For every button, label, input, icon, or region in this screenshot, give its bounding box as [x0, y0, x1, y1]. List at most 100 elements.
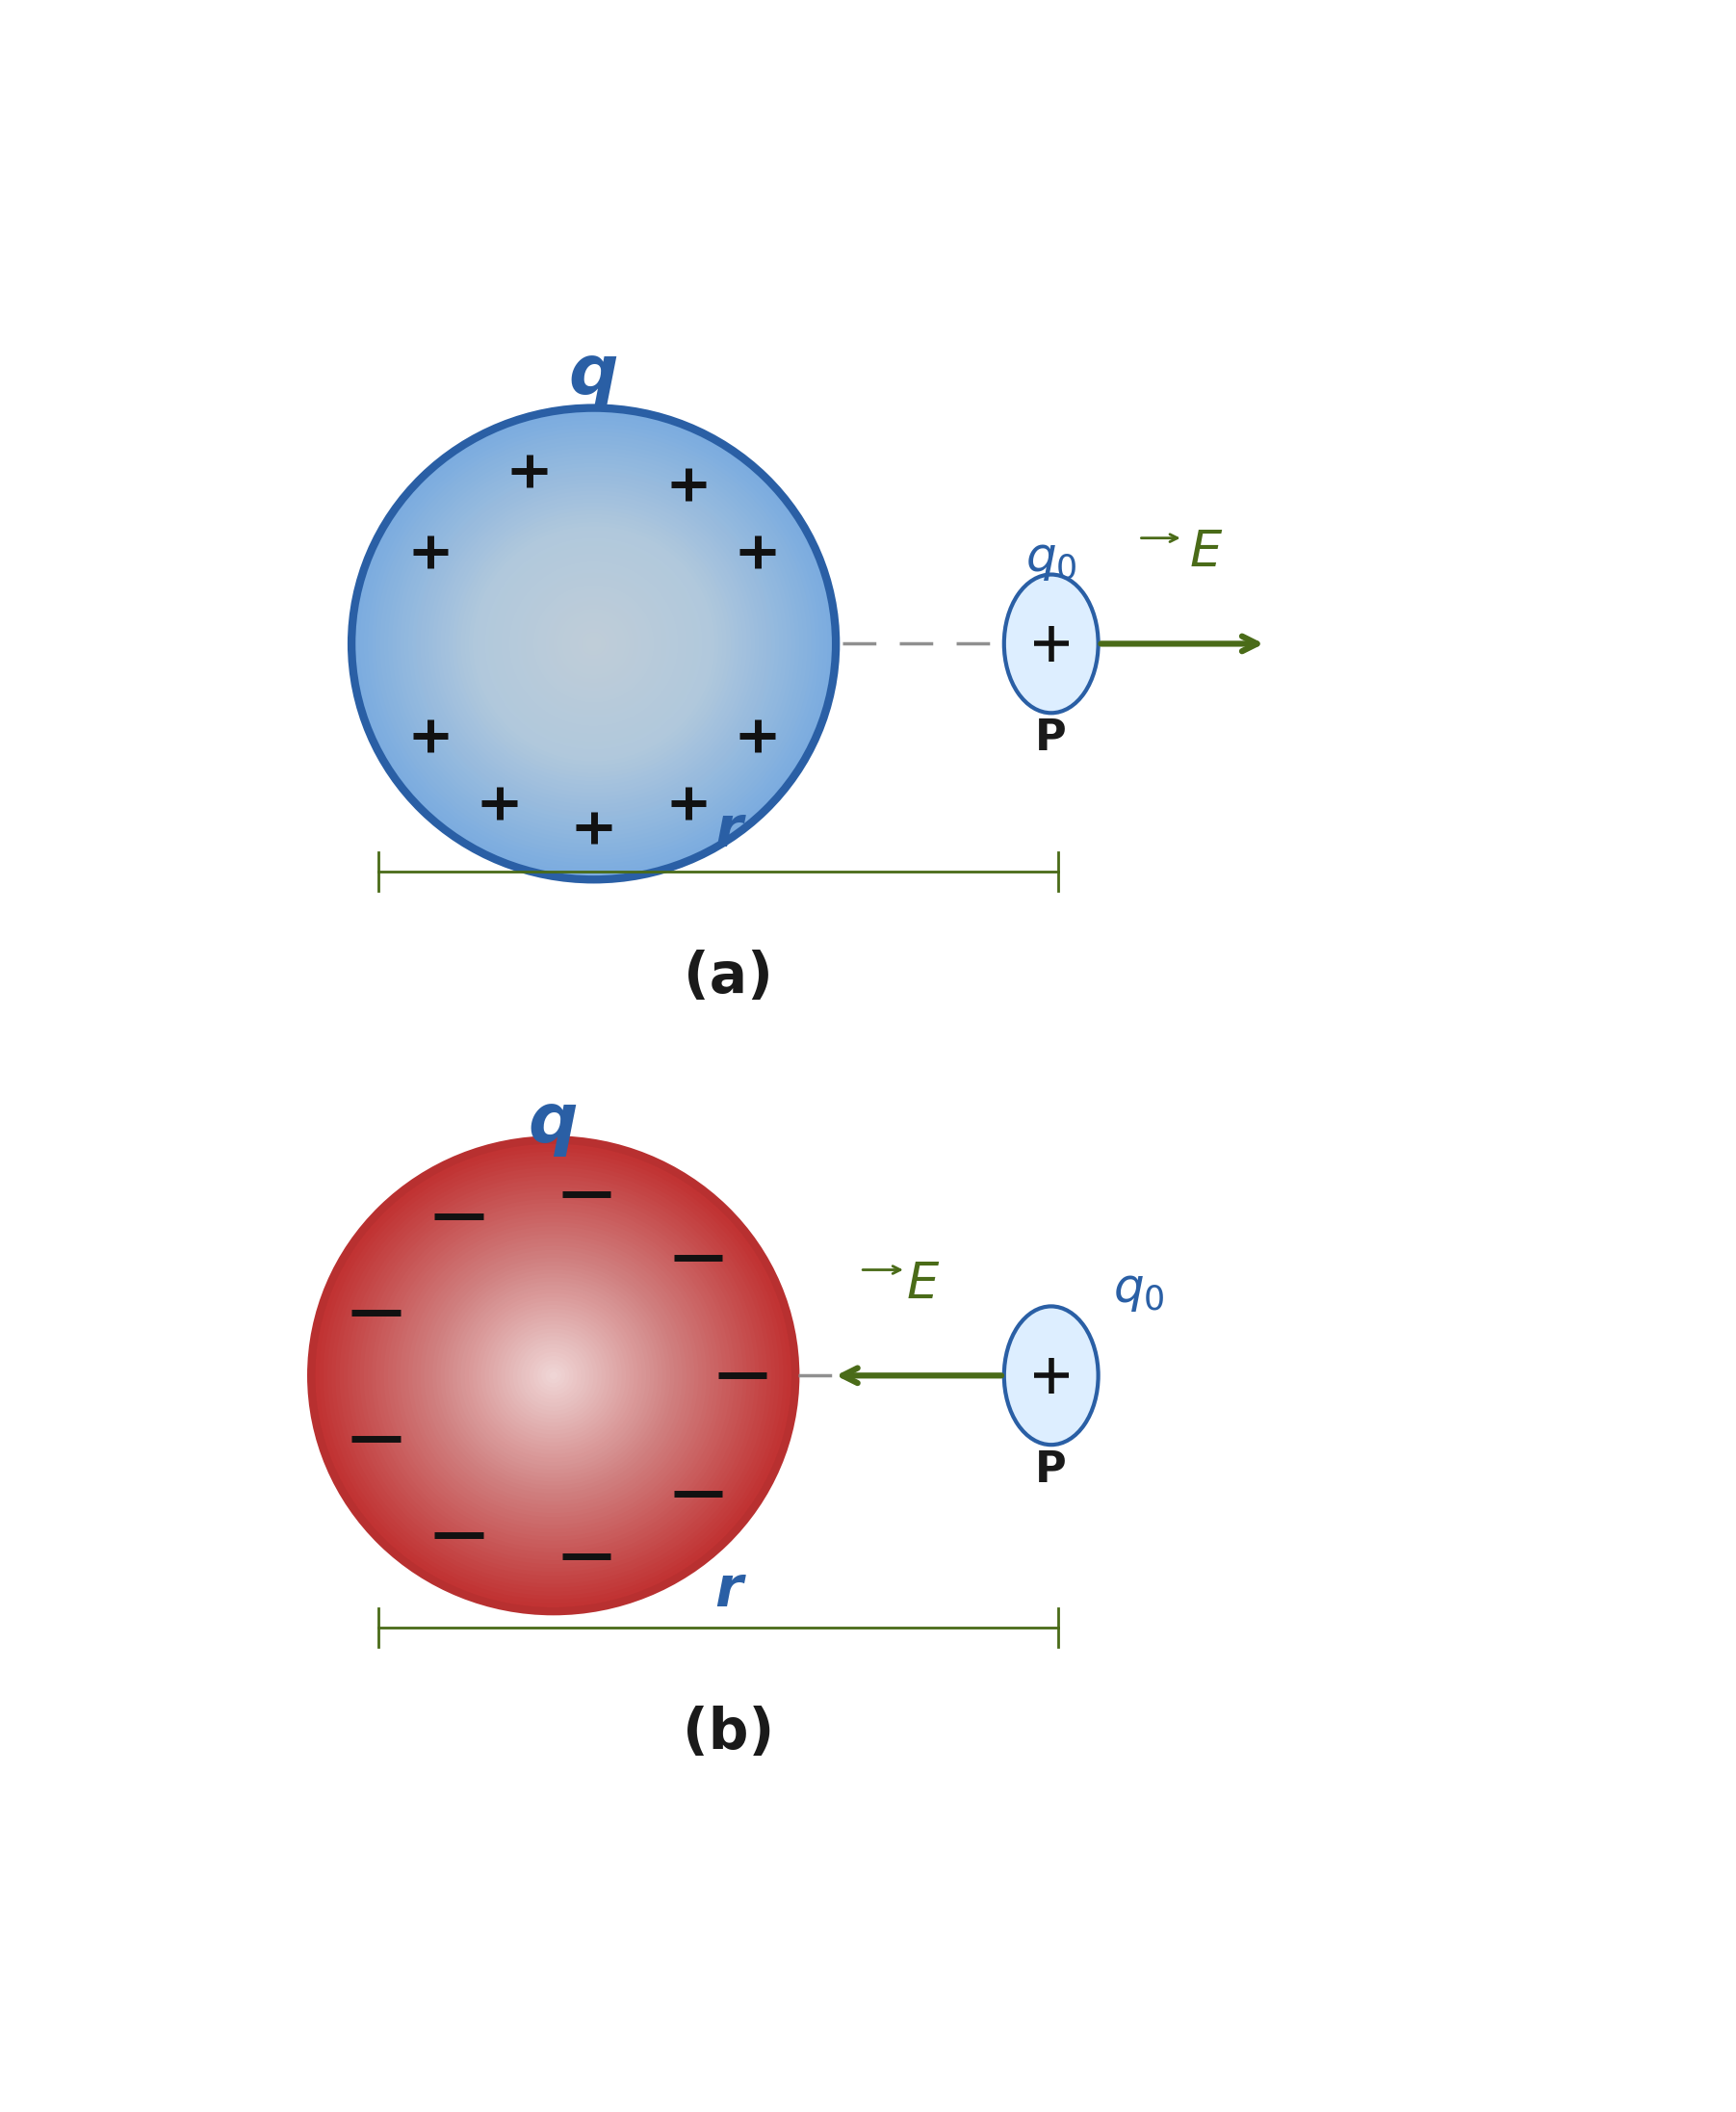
Ellipse shape — [536, 1360, 569, 1392]
Ellipse shape — [566, 617, 621, 672]
Ellipse shape — [457, 1282, 651, 1470]
Ellipse shape — [408, 463, 779, 824]
Ellipse shape — [490, 1314, 618, 1438]
Ellipse shape — [396, 1223, 710, 1529]
Ellipse shape — [356, 1183, 752, 1567]
Ellipse shape — [424, 1250, 682, 1502]
Ellipse shape — [392, 448, 795, 841]
Ellipse shape — [375, 431, 812, 855]
Ellipse shape — [477, 530, 710, 758]
Ellipse shape — [554, 604, 634, 682]
Ellipse shape — [481, 534, 707, 754]
Ellipse shape — [1003, 1307, 1099, 1445]
Ellipse shape — [340, 1168, 767, 1584]
Ellipse shape — [399, 1227, 707, 1525]
Ellipse shape — [363, 420, 825, 868]
Ellipse shape — [477, 1301, 630, 1451]
Ellipse shape — [569, 621, 618, 667]
Ellipse shape — [542, 593, 646, 695]
Ellipse shape — [509, 1333, 597, 1419]
Ellipse shape — [420, 1246, 686, 1506]
Ellipse shape — [436, 1261, 670, 1489]
Ellipse shape — [420, 475, 767, 813]
Ellipse shape — [359, 1187, 746, 1565]
Ellipse shape — [469, 1293, 639, 1457]
Ellipse shape — [392, 1219, 715, 1533]
Ellipse shape — [481, 1305, 627, 1447]
Ellipse shape — [533, 585, 654, 703]
Ellipse shape — [465, 517, 722, 769]
Text: $E$: $E$ — [1189, 528, 1222, 579]
Ellipse shape — [557, 608, 630, 680]
Ellipse shape — [380, 435, 807, 851]
Ellipse shape — [505, 558, 682, 731]
Ellipse shape — [316, 1145, 792, 1607]
Ellipse shape — [496, 549, 691, 737]
Ellipse shape — [372, 427, 816, 860]
Ellipse shape — [549, 600, 639, 686]
Ellipse shape — [536, 589, 651, 699]
Ellipse shape — [387, 1214, 719, 1538]
Ellipse shape — [533, 1356, 573, 1396]
Ellipse shape — [417, 471, 771, 817]
Ellipse shape — [347, 1174, 759, 1576]
Ellipse shape — [375, 1202, 731, 1548]
Ellipse shape — [448, 503, 740, 786]
Ellipse shape — [484, 539, 703, 750]
Ellipse shape — [441, 1265, 667, 1485]
Ellipse shape — [404, 458, 783, 828]
Ellipse shape — [429, 484, 759, 805]
Ellipse shape — [465, 1288, 642, 1462]
Text: r: r — [715, 1563, 741, 1618]
Text: (a): (a) — [684, 950, 773, 1005]
Ellipse shape — [384, 1210, 722, 1540]
Ellipse shape — [335, 1164, 771, 1588]
Ellipse shape — [529, 1352, 578, 1398]
Ellipse shape — [493, 545, 694, 741]
Text: $q_0$: $q_0$ — [1113, 1267, 1165, 1314]
Ellipse shape — [472, 526, 715, 762]
Ellipse shape — [328, 1155, 779, 1597]
Ellipse shape — [380, 1206, 727, 1544]
Ellipse shape — [432, 486, 755, 800]
Ellipse shape — [444, 1269, 663, 1483]
Ellipse shape — [363, 1191, 743, 1561]
Ellipse shape — [573, 623, 615, 663]
Ellipse shape — [417, 1242, 691, 1510]
Ellipse shape — [368, 1195, 740, 1557]
Ellipse shape — [448, 1274, 658, 1478]
Ellipse shape — [517, 568, 670, 718]
Ellipse shape — [384, 439, 804, 849]
Ellipse shape — [514, 1337, 594, 1415]
Ellipse shape — [396, 452, 792, 836]
Ellipse shape — [484, 1309, 621, 1442]
Ellipse shape — [436, 490, 752, 796]
Ellipse shape — [521, 572, 667, 714]
Ellipse shape — [460, 1286, 646, 1466]
Ellipse shape — [590, 640, 597, 648]
Text: (b): (b) — [682, 1706, 774, 1761]
Ellipse shape — [323, 1151, 783, 1599]
Ellipse shape — [493, 1316, 615, 1434]
Ellipse shape — [424, 479, 764, 809]
Text: $q_0$: $q_0$ — [1026, 536, 1076, 583]
Ellipse shape — [490, 541, 698, 746]
Ellipse shape — [545, 1369, 561, 1383]
Ellipse shape — [411, 467, 776, 822]
Ellipse shape — [549, 1371, 557, 1379]
Ellipse shape — [372, 1200, 734, 1552]
Ellipse shape — [457, 511, 731, 777]
Ellipse shape — [332, 1159, 776, 1592]
Ellipse shape — [561, 612, 627, 676]
Ellipse shape — [509, 562, 679, 727]
Ellipse shape — [351, 1178, 755, 1571]
Ellipse shape — [545, 596, 642, 691]
Ellipse shape — [359, 416, 828, 872]
Ellipse shape — [582, 631, 606, 655]
Ellipse shape — [351, 408, 837, 879]
Ellipse shape — [319, 1147, 788, 1603]
Ellipse shape — [514, 566, 675, 722]
Ellipse shape — [429, 1255, 679, 1497]
Ellipse shape — [578, 627, 609, 659]
Ellipse shape — [399, 454, 788, 832]
